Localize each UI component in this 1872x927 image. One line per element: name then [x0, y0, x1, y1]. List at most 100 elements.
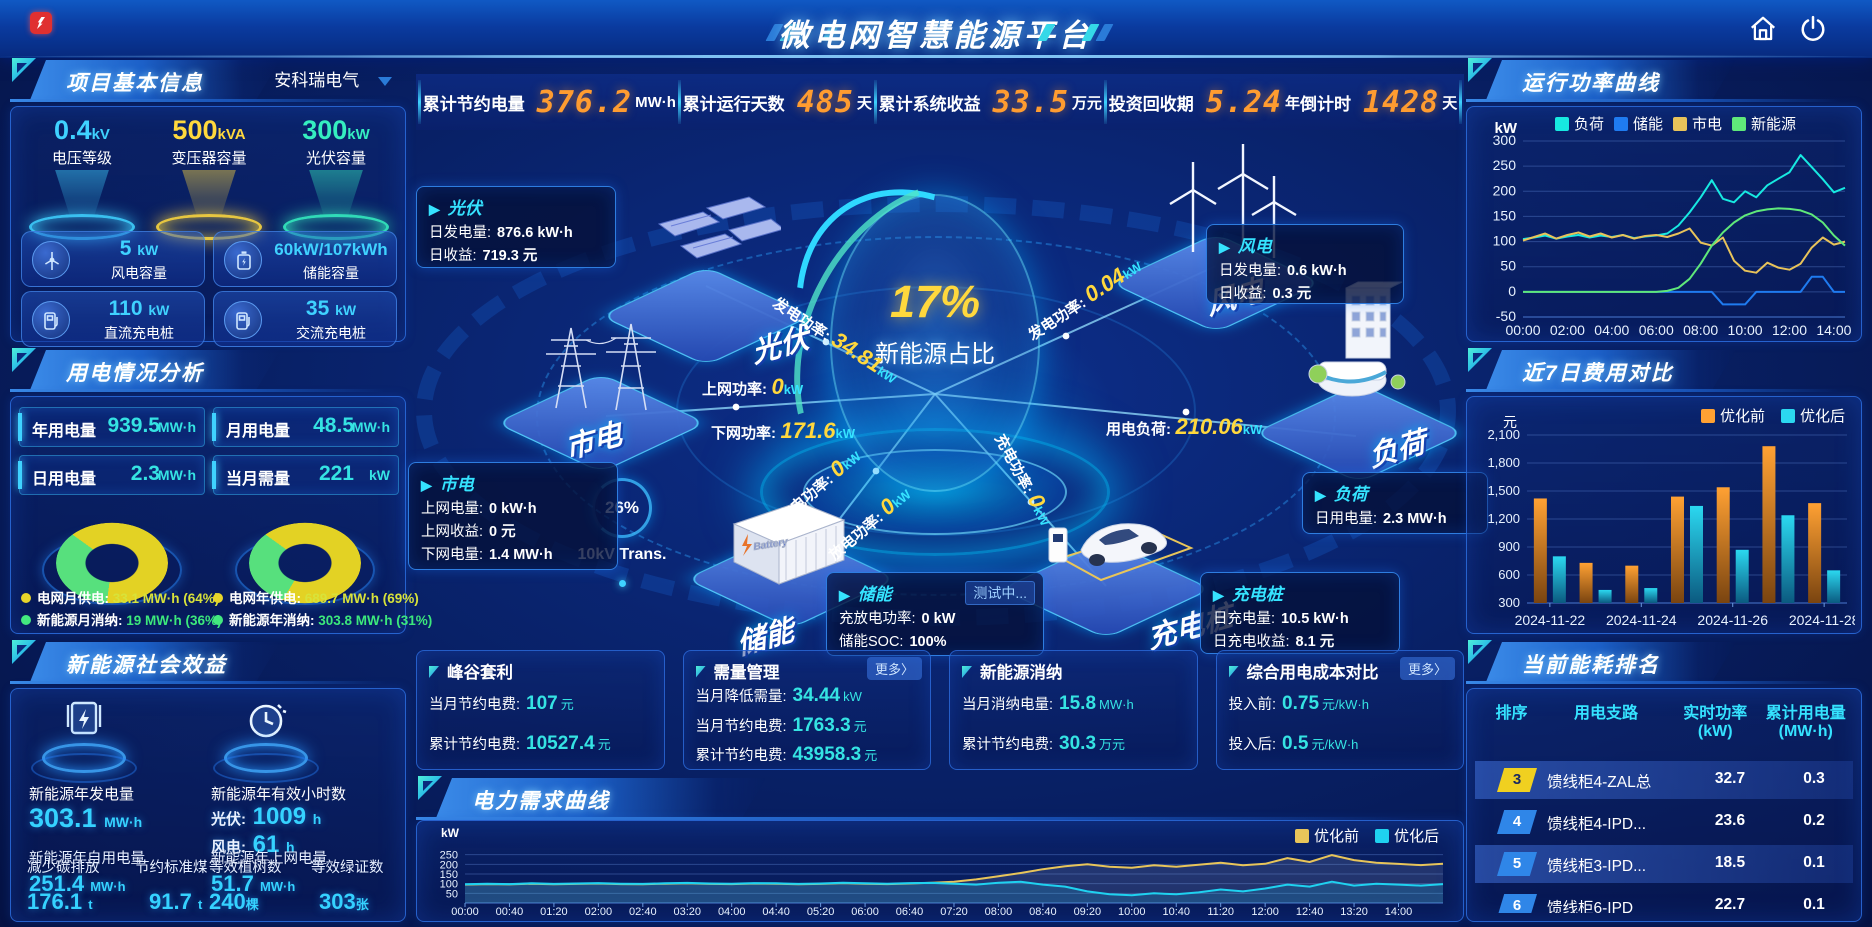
- kpi-value: 33.5: [992, 84, 1069, 120]
- stat-unit: kV: [91, 126, 110, 143]
- benefit-cards-row: 峰谷套利 当月节约电费: 107 元 累计节约电费: 10527.4 元 需量管理 更多…: [416, 650, 1464, 770]
- card-label: 储能容量: [303, 265, 359, 281]
- legend-item[interactable]: 市电: [1673, 113, 1722, 134]
- power-cell: 23.6: [1714, 812, 1746, 829]
- legend-item[interactable]: 优化前: [1294, 825, 1359, 846]
- benefit-label: 新能源年上网电量: [211, 851, 327, 867]
- svg-text:11:20: 11:20: [1207, 906, 1234, 918]
- home-icon[interactable]: [1748, 14, 1778, 44]
- legend-item[interactable]: 优化后: [1780, 405, 1845, 426]
- energy-cell: 0.1: [1803, 896, 1825, 913]
- project-selector[interactable]: 安科瑞电气: [274, 66, 392, 91]
- svg-text:09:20: 09:20: [1074, 906, 1102, 918]
- chevron-right-icon: ▶: [1315, 487, 1326, 503]
- branch-cell: 馈线柜6-IPD: [1547, 900, 1634, 913]
- benefit-value: 91.7 t: [149, 889, 203, 914]
- svg-text:00:00: 00:00: [1505, 322, 1540, 338]
- power-cell: 32.7: [1714, 770, 1746, 787]
- ac-charger-icon: [224, 301, 262, 339]
- card-wind-capacity: 5 kW 风电容量: [21, 231, 205, 287]
- power-icon[interactable]: [1798, 14, 1828, 44]
- corner-icon: [1468, 58, 1492, 82]
- battery-icon: [224, 241, 262, 279]
- legend-item[interactable]: 新能源: [1732, 113, 1796, 134]
- svg-text:14:00: 14:00: [1385, 906, 1413, 918]
- infobox-pv: ▶ 光伏 日发电量: 876.6 kW·h 日收益: 719.3 元: [416, 186, 616, 268]
- kpi-label: 倒计时: [1299, 94, 1351, 114]
- run-power-chart: -50 0 50 100 150 200 250 300 00:00 02:00 04:00 06:0…: [1493, 120, 1852, 338]
- demand-legend: 优化前 优化后: [1294, 825, 1439, 846]
- kpi-unit: 天: [1442, 94, 1458, 112]
- svg-text:10:40: 10:40: [1162, 906, 1190, 918]
- stat-value: 300: [302, 115, 348, 145]
- svg-text:05:20: 05:20: [807, 906, 835, 918]
- corner-icon: [1468, 640, 1492, 664]
- card-renewable-consume: 新能源消纳 当月消纳电量: 15.8 MW·h 累计节约电费: 30.3 万元: [949, 650, 1198, 770]
- legend-renewable-year[interactable]: 新能源年消纳: 303.8 MW·h (31%): [213, 609, 432, 629]
- table-row[interactable]: 5 馈线柜3-IPD... 18.5 0.1: [1475, 845, 1853, 883]
- branch-cell: 馈线柜3-IPD...: [1547, 858, 1647, 875]
- stat-pv-capacity: 300kW 光伏容量: [277, 115, 395, 240]
- svg-text:250: 250: [1493, 157, 1517, 173]
- card-label: 风电容量: [111, 265, 167, 281]
- more-button[interactable]: 更多〉: [1399, 657, 1455, 680]
- legend-grid-month[interactable]: 电网月供电: 33.1 MW·h (64%): [21, 587, 219, 607]
- rank-badge: 3: [1497, 768, 1537, 792]
- svg-text:150: 150: [1493, 207, 1517, 223]
- divider: [418, 80, 421, 124]
- infobox-grid: ▶ 市电 上网电量: 0 kW·h 上网收益: 0 元 下网电量: 1.4 MW·h: [408, 462, 618, 570]
- kpi-value: 485: [796, 84, 854, 120]
- energy-cell: 0.1: [1803, 854, 1825, 871]
- chevron-down-icon: [378, 77, 392, 87]
- table-row[interactable]: 3 馈线柜4-ZAL总 32.7 0.3: [1475, 761, 1853, 799]
- legend-renewable-month[interactable]: 新能源月消纳: 19 MW·h (36%): [21, 609, 222, 629]
- svg-text:04:00: 04:00: [1594, 322, 1629, 338]
- legend-item[interactable]: 负荷: [1555, 113, 1604, 134]
- svg-text:2,100: 2,100: [1487, 427, 1520, 442]
- svg-text:200: 200: [1493, 182, 1517, 198]
- benefit-value: 51.7 MW·h: [211, 871, 296, 896]
- more-button[interactable]: 更多〉: [866, 657, 922, 680]
- card-value: 5 kW: [119, 237, 159, 260]
- legend-item[interactable]: 优化前: [1700, 405, 1765, 426]
- table-row[interactable]: 6 馈线柜6-IPD 22.7 0.1: [1475, 887, 1853, 913]
- energy-flow-diagram: 17% 新能源占比 光伏 风电 市电: [406, 130, 1488, 662]
- benefit-value: 303.1 MW·h: [29, 803, 143, 833]
- stat-value: 0.4: [54, 115, 92, 145]
- svg-text:12:00: 12:00: [1251, 906, 1279, 918]
- svg-text:00:00: 00:00: [451, 906, 479, 918]
- card-title: 需量管理: [696, 659, 780, 683]
- table-body: 3 馈线柜4-ZAL总 32.7 0.3 4 馈线柜4-IPD... 23.6 …: [1475, 761, 1853, 913]
- svg-text:元: 元: [1503, 414, 1517, 430]
- svg-text:08:40: 08:40: [1029, 906, 1057, 918]
- svg-text:100: 100: [1493, 233, 1517, 249]
- svg-text:12:40: 12:40: [1296, 906, 1324, 918]
- panel-project-info: 项目基本信息 安科瑞电气 0.4kV 电压等级 500kVA 变压器容量 300…: [10, 58, 406, 347]
- svg-text:13:20: 13:20: [1340, 906, 1368, 918]
- panel-header: 项目基本信息 安科瑞电气: [10, 58, 406, 102]
- transformer-dot: [619, 580, 626, 587]
- table-row[interactable]: 4 馈线柜4-IPD... 23.6 0.2: [1475, 803, 1853, 841]
- svg-text:2024-11-26: 2024-11-26: [1697, 612, 1768, 628]
- center-orb: [830, 194, 1040, 492]
- benefit-label: 新能源年发电量: [29, 786, 135, 803]
- svg-text:100: 100: [440, 879, 458, 891]
- card-dc-charger: 110 kW 直流充电桩: [21, 291, 205, 347]
- legend-item[interactable]: 优化后: [1374, 825, 1439, 846]
- svg-text:02:00: 02:00: [585, 906, 613, 918]
- stat-label: 光伏容量: [305, 150, 366, 167]
- app-header: 微电网智慧能源平台: [0, 0, 1872, 58]
- svg-text:14:00: 14:00: [1816, 322, 1851, 338]
- card-peak-valley: 峰谷套利 当月节约电费: 107 元 累计节约电费: 10527.4 元: [416, 650, 665, 770]
- legend-item[interactable]: 储能: [1614, 113, 1663, 134]
- kpi-unit: 年: [1284, 94, 1300, 112]
- cost-legend: 优化前 优化后: [1700, 405, 1845, 426]
- card-cost-compare: 综合用电成本对比 更多〉 投入前: 0.75 元/kW·h 投入后: 0.5 元/kW·…: [1215, 650, 1464, 770]
- stat-month-usage: 月用电量 48.5 MW·h: [212, 407, 399, 447]
- svg-text:07:20: 07:20: [940, 906, 968, 918]
- dc-charger-icon: [32, 301, 70, 339]
- svg-text:600: 600: [1498, 567, 1520, 582]
- legend-grid-year[interactable]: 电网年供电: 689.7 MW·h (69%): [213, 587, 419, 607]
